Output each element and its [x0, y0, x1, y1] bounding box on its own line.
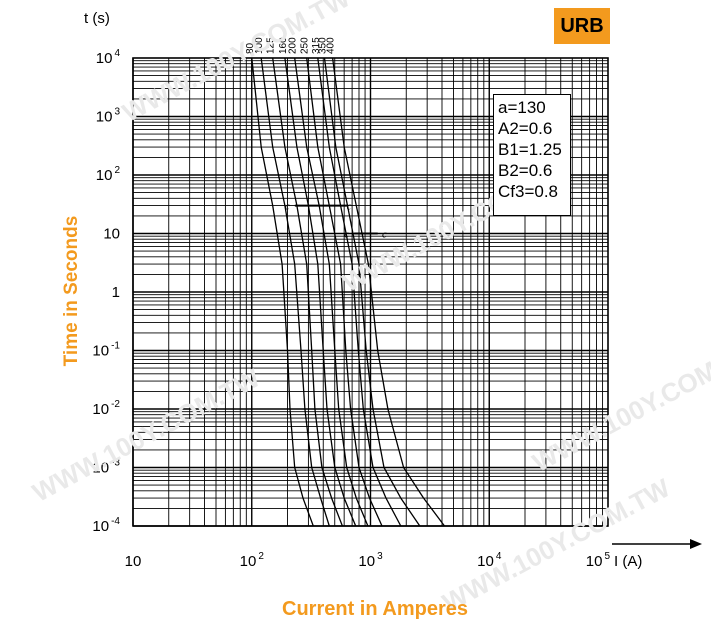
series-label-250: 250 — [300, 37, 311, 54]
series-curve-400 — [331, 57, 446, 527]
parameter-box: a=130 A2=0.6 B1=1.25 B2=0.6 Cf3=0.8 — [493, 94, 571, 216]
x-tick-label: 10 3 — [358, 551, 383, 570]
y-tick-label: 10 2 — [96, 165, 121, 184]
x-axis-arrowhead — [690, 539, 702, 549]
y-unit-label: t (s) — [84, 10, 110, 27]
annotation-label: c — [382, 229, 387, 241]
annotation-label: c — [285, 201, 290, 213]
y-axis-title: Time in Seconds — [61, 215, 82, 367]
x-tick-label: 10 — [125, 553, 142, 570]
x-tick-label: 10 4 — [477, 551, 502, 570]
series-label-80: 80 — [245, 42, 256, 54]
series-label-350: 350 — [318, 37, 329, 54]
parameter-a2: A2=0.6 — [498, 119, 553, 138]
series-curve-250 — [306, 57, 383, 527]
series-label-125: 125 — [266, 37, 277, 54]
parameter-a: a=130 — [498, 98, 546, 117]
parameter-cf3: Cf3=0.8 — [498, 182, 559, 201]
y-tick-label: 10 3 — [96, 107, 121, 126]
y-tick-label: 10 4 — [96, 48, 121, 67]
x-axis-title: Current in Amperes — [282, 598, 468, 620]
series-curve-200 — [294, 57, 369, 527]
series-curve-315 — [317, 57, 402, 527]
series-curve-100 — [260, 57, 330, 527]
y-tick-label: 10 -1 — [92, 341, 120, 360]
y-tick-label: 10 -3 — [92, 458, 120, 477]
series-curve-125 — [272, 57, 344, 527]
x-unit-label: I (A) — [614, 553, 642, 570]
parameter-b2: B2=0.6 — [498, 161, 553, 180]
y-tick-label: 10 -2 — [92, 399, 120, 418]
series-label-315: 315 — [311, 37, 322, 54]
x-tick-label: 10 2 — [240, 551, 265, 570]
series-curve-80 — [251, 57, 314, 527]
annotation-label: c — [344, 229, 349, 241]
y-tick-label: 1 — [112, 284, 120, 301]
series-label-200: 200 — [288, 37, 299, 54]
series-curve-160 — [284, 57, 357, 527]
series-label-400: 400 — [326, 37, 337, 54]
parameter-b1: B1=1.25 — [498, 140, 562, 159]
series-label-160: 160 — [278, 37, 289, 54]
x-tick-label: 10 5 — [586, 551, 611, 570]
y-tick-label: 10 -4 — [92, 516, 120, 535]
series-label-100: 100 — [254, 37, 265, 54]
annotation-label: c — [347, 201, 352, 213]
y-tick-label: 10 — [103, 226, 120, 243]
series-curve-350 — [323, 57, 421, 527]
series-badge: URB — [554, 8, 610, 44]
